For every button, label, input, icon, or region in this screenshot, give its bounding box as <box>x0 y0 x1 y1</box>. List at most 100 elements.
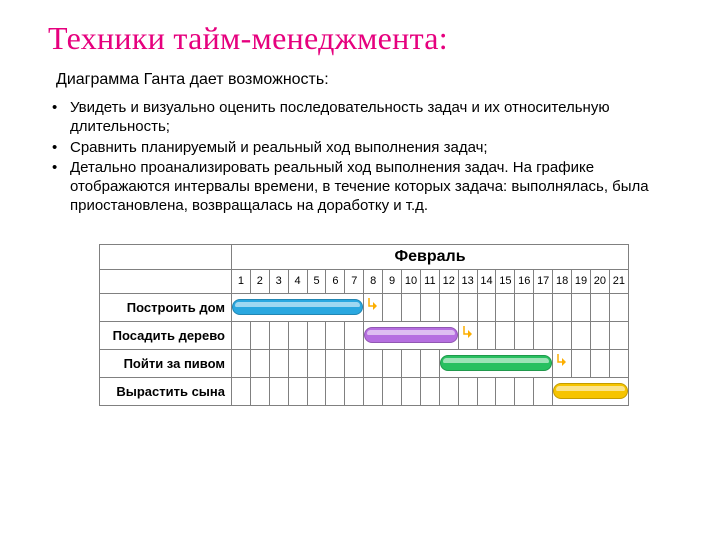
gantt-day-header: 12 <box>439 269 458 293</box>
gantt-day-header: 17 <box>534 269 553 293</box>
gantt-cell <box>250 321 269 349</box>
bullet-item: Сравнить планируемый и реальный ход выпо… <box>48 139 680 158</box>
gantt-row: Построить дом <box>100 293 629 321</box>
gantt-cell <box>420 293 439 321</box>
bullet-list: Увидеть и визуально оценить последовател… <box>48 99 680 216</box>
gantt-row: Вырастить сына <box>100 377 629 405</box>
gantt-arrow-icon <box>365 298 381 316</box>
gantt-task-label: Построить дом <box>100 293 232 321</box>
gantt-cell <box>307 321 326 349</box>
gantt-day-header: 18 <box>553 269 572 293</box>
gantt-cell <box>326 349 345 377</box>
gantt-task-label: Посадить дерево <box>100 321 232 349</box>
gantt-day-header: 6 <box>326 269 345 293</box>
bullet-item: Детально проанализировать реальный ход в… <box>48 159 680 215</box>
gantt-cell <box>553 377 629 405</box>
gantt-corner <box>100 244 232 269</box>
gantt-cell <box>439 293 458 321</box>
gantt-cell <box>307 349 326 377</box>
gantt-day-header: 13 <box>458 269 477 293</box>
gantt-cell <box>383 377 402 405</box>
gantt-cell <box>553 349 572 377</box>
gantt-cell <box>439 349 552 377</box>
bullet-item: Увидеть и визуально оценить последовател… <box>48 99 680 137</box>
gantt-cell <box>250 377 269 405</box>
gantt-cell <box>232 349 251 377</box>
gantt-cell <box>534 377 553 405</box>
gantt-day-header: 5 <box>307 269 326 293</box>
gantt-day-header: 20 <box>590 269 609 293</box>
gantt-cell <box>515 321 534 349</box>
gantt-cell <box>288 377 307 405</box>
gantt-cell <box>232 321 251 349</box>
gantt-day-header: 9 <box>383 269 402 293</box>
gantt-cell <box>609 321 628 349</box>
gantt-cell <box>383 293 402 321</box>
gantt-cell <box>345 377 364 405</box>
gantt-cell <box>458 293 477 321</box>
gantt-cell <box>458 377 477 405</box>
gantt-cell <box>420 349 439 377</box>
gantt-cell <box>496 321 515 349</box>
gantt-cell <box>402 293 421 321</box>
gantt-cell <box>572 349 591 377</box>
gantt-day-header: 7 <box>345 269 364 293</box>
gantt-day-header: 11 <box>420 269 439 293</box>
gantt-cell <box>477 293 496 321</box>
gantt-day-header: 4 <box>288 269 307 293</box>
gantt-day-header: 16 <box>515 269 534 293</box>
gantt-cell <box>288 321 307 349</box>
gantt-cell <box>364 321 458 349</box>
gantt-arrow-icon <box>554 354 570 372</box>
gantt-cell <box>590 349 609 377</box>
gantt-cell <box>364 349 383 377</box>
gantt-cell <box>553 321 572 349</box>
gantt-cell <box>232 293 364 321</box>
gantt-month-header: Февраль <box>232 244 629 269</box>
gantt-bar <box>553 383 628 399</box>
gantt-cell <box>534 293 553 321</box>
gantt-cell <box>553 293 572 321</box>
gantt-cell <box>402 377 421 405</box>
gantt-cell <box>609 293 628 321</box>
gantt-cell <box>609 349 628 377</box>
gantt-cell <box>458 321 477 349</box>
gantt-cell <box>364 377 383 405</box>
gantt-cell <box>420 377 439 405</box>
gantt-cell <box>402 349 421 377</box>
gantt-cell <box>345 321 364 349</box>
gantt-cell <box>439 377 458 405</box>
gantt-bar <box>364 327 457 343</box>
gantt-day-header: 3 <box>269 269 288 293</box>
gantt-day-header: 8 <box>364 269 383 293</box>
gantt-cell <box>572 321 591 349</box>
gantt-cell <box>307 377 326 405</box>
gantt-chart: Февраль 12345678910111213141516171819202… <box>99 244 629 406</box>
subtitle: Диаграмма Ганта дает возможность: <box>56 71 680 89</box>
gantt-day-header: 14 <box>477 269 496 293</box>
gantt-day-header: 15 <box>496 269 515 293</box>
gantt-arrow-icon <box>460 326 476 344</box>
page-title: Техники тайм-менеджмента: <box>48 20 680 57</box>
gantt-cell <box>288 349 307 377</box>
gantt-cell <box>477 321 496 349</box>
gantt-cell <box>534 321 553 349</box>
gantt-cell <box>345 349 364 377</box>
gantt-cell <box>515 377 534 405</box>
gantt-task-label: Вырастить сына <box>100 377 232 405</box>
gantt-day-header: 1 <box>232 269 251 293</box>
gantt-cell <box>232 377 251 405</box>
gantt-row: Посадить дерево <box>100 321 629 349</box>
gantt-day-header: 21 <box>609 269 628 293</box>
gantt-cell <box>572 293 591 321</box>
gantt-cell <box>250 349 269 377</box>
gantt-cell <box>269 321 288 349</box>
gantt-cell <box>326 377 345 405</box>
gantt-task-label: Пойти за пивом <box>100 349 232 377</box>
gantt-cell <box>590 321 609 349</box>
gantt-cell <box>269 377 288 405</box>
gantt-cell <box>326 321 345 349</box>
gantt-bar <box>440 355 552 371</box>
gantt-cell <box>496 377 515 405</box>
gantt-bar <box>232 299 363 315</box>
